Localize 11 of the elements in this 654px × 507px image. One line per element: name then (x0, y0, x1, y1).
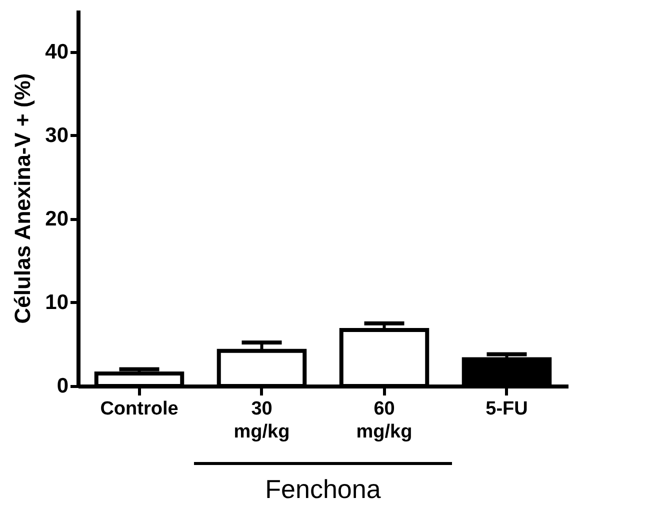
y-tick-label: 30 (45, 124, 68, 147)
y-tick-label: 40 (45, 40, 68, 64)
x-tick-label: 5-FU (486, 398, 528, 420)
x-tick-label: 60 mg/kg (356, 398, 412, 442)
y-axis-title: Células Anexina-V + (%) (10, 73, 36, 324)
y-tick-label: 0 (56, 374, 68, 398)
y-tick-label: 20 (45, 207, 68, 230)
y-tick-label: 10 (45, 290, 68, 314)
x-tick-label: 30 mg/kg (234, 398, 290, 442)
x-tick-label: Controle (100, 398, 178, 420)
text: Fenchona (265, 474, 381, 505)
